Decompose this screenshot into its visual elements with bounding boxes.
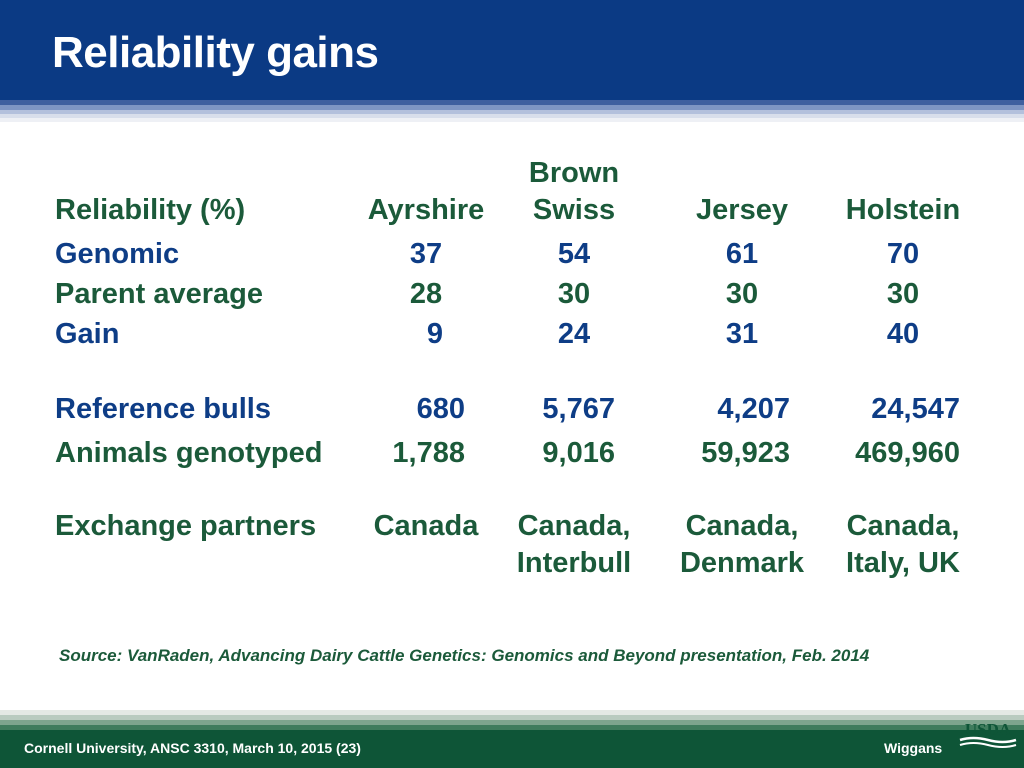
header-jersey: Jersey (696, 194, 788, 226)
cell-exchange-brown-swiss-line2: Interbull (516, 547, 632, 579)
header-stripe-2 (0, 105, 1024, 110)
footer-stripe-4 (0, 725, 1024, 730)
cell-genomic-holstein: 70 (886, 238, 920, 270)
cell-genotyped-jersey: 59,923 (701, 437, 790, 469)
usda-logo-icon: USDA (959, 720, 1017, 748)
cell-genomic-jersey: 61 (725, 238, 759, 270)
cell-refbulls-holstein: 24,547 (871, 393, 960, 425)
cell-gain-jersey: 31 (725, 318, 759, 350)
cell-parent-ayrshire: 28 (409, 278, 443, 310)
cell-gain-ayrshire: 9 (426, 318, 443, 350)
cell-genotyped-ayrshire: 1,788 (392, 437, 465, 469)
header-stripe-3 (0, 110, 1024, 114)
footer-stripe-2 (0, 715, 1024, 720)
row-label-reference-bulls: Reference bulls (55, 393, 271, 425)
cell-parent-holstein: 30 (886, 278, 920, 310)
footer-author: Wiggans (884, 740, 943, 756)
cell-exchange-brown-swiss-line1: Canada, (517, 510, 631, 542)
cell-refbulls-jersey: 4,207 (717, 393, 790, 425)
cell-exchange-ayrshire: Canada (373, 510, 479, 542)
cell-exchange-holstein-line2: Italy, UK (846, 547, 960, 579)
source-citation: Source: VanRaden, Advancing Dairy Cattle… (59, 646, 870, 665)
header-stripe-1 (0, 100, 1024, 105)
slide-title: Reliability gains (52, 28, 379, 77)
cell-gain-brown-swiss: 24 (557, 318, 591, 350)
usda-logo-text: USDA (965, 720, 1012, 739)
usda-logo-wave-1 (959, 736, 1017, 744)
row-label-parent-average: Parent average (55, 278, 263, 310)
row-label-gain: Gain (55, 318, 120, 350)
header-brown-swiss-line1: Brown (528, 157, 620, 189)
cell-genotyped-holstein: 469,960 (855, 437, 960, 469)
header-label-reliability: Reliability (%) (55, 194, 246, 226)
footer-bar (0, 730, 1024, 768)
cell-exchange-holstein-line1: Canada, (846, 510, 960, 542)
footer-stripe-3 (0, 720, 1024, 725)
cell-refbulls-ayrshire: 680 (416, 393, 465, 425)
row-label-genomic: Genomic (55, 238, 180, 270)
header-holstein: Holstein (845, 194, 961, 226)
row-label-animals-genotyped: Animals genotyped (55, 437, 323, 469)
cell-genomic-brown-swiss: 54 (557, 238, 591, 270)
cell-parent-brown-swiss: 30 (557, 278, 591, 310)
cell-parent-jersey: 30 (725, 278, 759, 310)
usda-logo-wave-2 (959, 742, 1017, 748)
header-stripe-5 (0, 118, 1024, 122)
cell-exchange-jersey-line1: Canada, (685, 510, 799, 542)
footer-course-info: Cornell University, ANSC 3310, March 10,… (24, 740, 361, 756)
cell-genotyped-brown-swiss: 9,016 (542, 437, 615, 469)
footer-stripe-1 (0, 710, 1024, 715)
header-ayrshire: Ayrshire (367, 194, 485, 226)
row-label-exchange-partners: Exchange partners (55, 510, 317, 542)
header-brown-swiss-line2: Swiss (532, 194, 616, 226)
cell-genomic-ayrshire: 37 (409, 238, 443, 270)
cell-exchange-jersey-line2: Denmark (679, 547, 805, 579)
cell-refbulls-brown-swiss: 5,767 (542, 393, 615, 425)
header-stripe-4 (0, 114, 1024, 118)
header-bar (0, 0, 1024, 100)
cell-gain-holstein: 40 (886, 318, 920, 350)
